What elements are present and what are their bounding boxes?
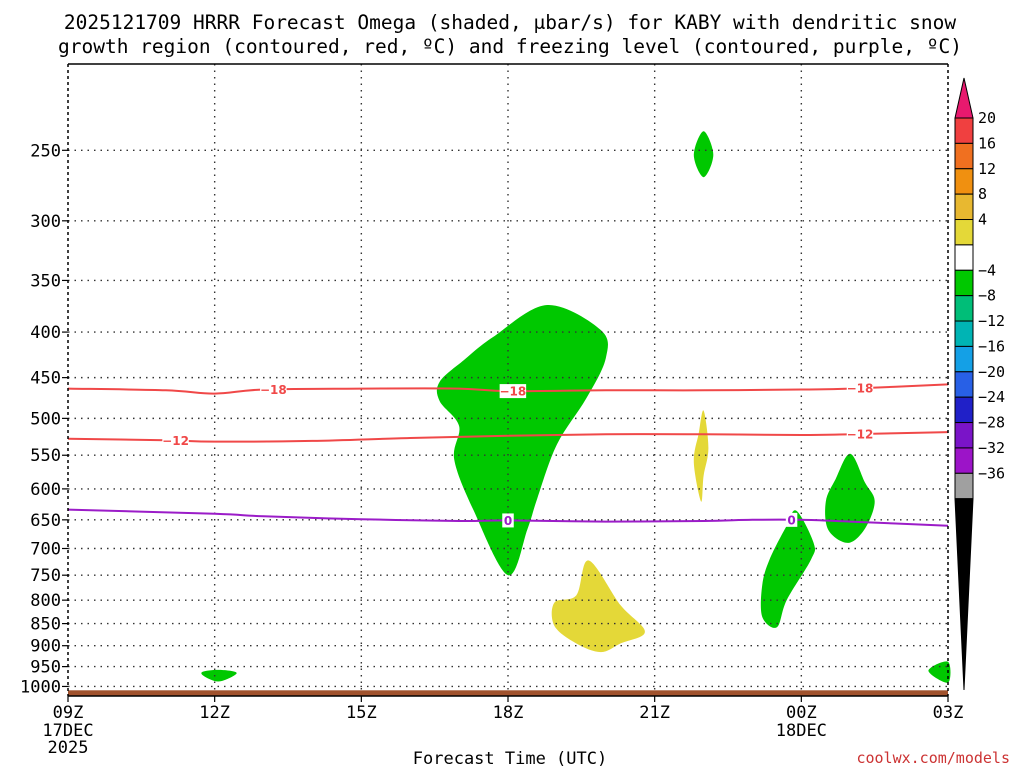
omega-colorbar: 20 16 12 8 4 −4 −8 −12 −16 −20 −24 −28 −32 −36 bbox=[954, 77, 1005, 691]
chart-title-line1: 2025121709 HRRR Forecast Omega (shaded, … bbox=[64, 11, 956, 34]
colorbar-box-1 bbox=[954, 142, 974, 170]
omega-green-low bbox=[201, 669, 237, 682]
ground-surface bbox=[68, 690, 948, 696]
colorbar-top-triangle bbox=[954, 77, 974, 119]
dgz-minus18-line bbox=[67, 383, 949, 395]
chart-title-line2: growth region (contoured, red, ºC) and f… bbox=[58, 35, 962, 58]
colorbar-label-1: 16 bbox=[978, 134, 996, 152]
x-tick-label-18Z: 18Z bbox=[493, 703, 524, 723]
colorbar-box-0 bbox=[954, 117, 974, 144]
y-tick-label-700: 700 bbox=[30, 540, 61, 560]
y-tick-label-600: 600 bbox=[30, 480, 61, 500]
x-tick-year-09Z: 2025 bbox=[48, 738, 89, 758]
colorbar-box-9 bbox=[954, 345, 974, 373]
colorbar-label-13: −36 bbox=[978, 464, 1005, 482]
x-tick-label-00Z: 00Z bbox=[786, 703, 817, 723]
dgz-minus12-label-1: −12 bbox=[847, 428, 874, 442]
ground-fill bbox=[68, 690, 948, 696]
colorbar-label-10: −24 bbox=[978, 388, 1005, 406]
colorbar-label-6: −8 bbox=[978, 287, 996, 305]
dgz-minus18-label-bg-2 bbox=[846, 381, 874, 396]
dgz-minus12-label-0: −12 bbox=[162, 434, 189, 448]
colorbar-bottom-triangle bbox=[954, 498, 974, 691]
watermark-text[interactable]: coolwx.com/models bbox=[856, 749, 1010, 767]
y-tick-label-300: 300 bbox=[30, 212, 61, 232]
y-tick-label-500: 500 bbox=[30, 409, 61, 429]
dgz-minus18-label-0: −18 bbox=[260, 383, 287, 397]
dgz-minus12-label-bg-0 bbox=[162, 433, 189, 448]
freezing-level-0-label-1: 0 bbox=[787, 513, 795, 527]
omega-green-mid bbox=[760, 510, 816, 628]
dgz-minus18-label-bg-1 bbox=[499, 384, 527, 399]
x-tick-label-21Z: 21Z bbox=[639, 703, 670, 723]
x-tick-label-15Z: 15Z bbox=[346, 703, 377, 723]
omega-yellow-mid bbox=[693, 410, 709, 502]
omega-green-right bbox=[825, 453, 875, 543]
colorbar-label-0: 20 bbox=[978, 109, 996, 127]
x-tick-date-00Z: 18DEC bbox=[776, 721, 827, 741]
colorbar-box-10 bbox=[954, 371, 974, 398]
colorbar-box-5 bbox=[954, 244, 974, 271]
colorbar-label-4: 4 bbox=[978, 211, 987, 229]
freezing-level-0-label-bg-0 bbox=[502, 513, 514, 528]
colorbar-label-5: −4 bbox=[978, 261, 996, 279]
omega-green-main bbox=[436, 304, 608, 576]
colorbar-label-9: −20 bbox=[978, 363, 1005, 381]
y-tick-label-1000: 1000 bbox=[20, 677, 61, 697]
colorbar-box-13 bbox=[954, 447, 974, 474]
colorbar-label-8: −16 bbox=[978, 337, 1005, 355]
x-tick-label-12Z: 12Z bbox=[199, 703, 230, 723]
y-tick-label-400: 400 bbox=[30, 323, 61, 343]
y-tick-label-450: 450 bbox=[30, 369, 61, 389]
colorbar-box-4 bbox=[954, 219, 974, 246]
freezing-level-0-line bbox=[67, 508, 949, 527]
y-tick-label-350: 350 bbox=[30, 271, 61, 291]
omega-shaded-regions bbox=[201, 131, 951, 683]
colorbar-box-8 bbox=[954, 320, 974, 347]
colorbar-label-11: −28 bbox=[978, 414, 1005, 432]
colorbar-box-14 bbox=[954, 472, 974, 500]
colorbar-box-6 bbox=[954, 269, 974, 297]
colorbar-label-3: 8 bbox=[978, 185, 987, 203]
y-tick-label-550: 550 bbox=[30, 446, 61, 466]
dgz-minus18-label-1: −18 bbox=[500, 385, 527, 399]
freezing-level-0-label-bg-1 bbox=[785, 512, 798, 527]
colorbar-box-2 bbox=[954, 168, 974, 195]
dgz-minus12-line bbox=[67, 431, 949, 443]
colorbar-box-12 bbox=[954, 422, 974, 449]
omega-yellow-low bbox=[551, 560, 645, 653]
y-tick-label-650: 650 bbox=[30, 511, 61, 531]
y-tick-label-950: 950 bbox=[30, 658, 61, 678]
x-axis-label: Forecast Time (UTC) bbox=[413, 749, 607, 768]
dgz-minus18-label-2: −18 bbox=[847, 382, 874, 396]
y-tick-label-750: 750 bbox=[30, 566, 61, 586]
freezing-level-0-label-0: 0 bbox=[504, 514, 512, 528]
omega-green-edge bbox=[928, 661, 951, 683]
omega-green-top bbox=[693, 131, 714, 178]
y-tick-label-800: 800 bbox=[30, 591, 61, 611]
x-tick-label-03Z: 03Z bbox=[933, 703, 964, 723]
x-tick-label-09Z: 09Z bbox=[53, 703, 84, 723]
dgz-minus12-label-bg-1 bbox=[846, 427, 874, 442]
y-tick-label-250: 250 bbox=[30, 141, 61, 161]
x-tick-date-09Z: 17DEC bbox=[42, 721, 93, 741]
temperature-contours: −18 −18 −18 −12 −12 0 0 bbox=[67, 381, 949, 528]
colorbar-label-12: −32 bbox=[978, 439, 1005, 457]
colorbar-label-2: 12 bbox=[978, 160, 996, 178]
pressure-gridlines bbox=[68, 64, 948, 691]
colorbar-box-3 bbox=[954, 193, 974, 221]
y-tick-label-850: 850 bbox=[30, 615, 61, 635]
colorbar-box-11 bbox=[954, 396, 974, 424]
dgz-minus18-label-bg-0 bbox=[260, 382, 287, 397]
y-tick-label-900: 900 bbox=[30, 637, 61, 657]
colorbar-label-7: −12 bbox=[978, 312, 1005, 330]
colorbar-box-7 bbox=[954, 295, 974, 322]
y-axis-pressure: 2503003504004505005506006507007508008509… bbox=[20, 141, 68, 697]
